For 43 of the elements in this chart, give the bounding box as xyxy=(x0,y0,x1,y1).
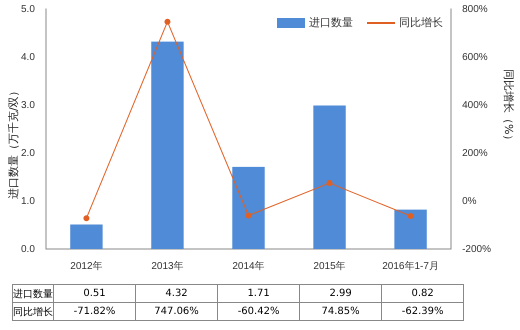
x-tick-label: 2015年 xyxy=(313,260,346,272)
data-label: -60.42% xyxy=(218,302,300,320)
y-tick-label: 3.0 xyxy=(20,100,36,111)
bar xyxy=(232,166,265,249)
x-tick-label: 2016年1-7月 xyxy=(382,260,439,272)
y2-tick-label: 800% xyxy=(462,4,488,15)
y-tick-label: 5.0 xyxy=(20,4,36,15)
y2-axis-title: 同比增长（%） xyxy=(501,69,516,146)
y-tick-label: 0.0 xyxy=(20,244,36,255)
y2-tick-label: 600% xyxy=(462,52,488,63)
text: 同比增长 xyxy=(13,306,53,318)
data-label: 747.06% xyxy=(136,302,218,320)
y-tick-label: 4.0 xyxy=(20,52,36,63)
point xyxy=(246,212,252,218)
y-tick-label: 1.0 xyxy=(20,196,36,207)
y-axis-title: 进口数量（万千克/双） xyxy=(6,85,21,199)
data-label: 0.51 xyxy=(54,284,136,302)
text: 进口数量 xyxy=(13,288,53,300)
bar xyxy=(70,224,103,249)
data-label: 74.85% xyxy=(300,302,382,320)
bar xyxy=(151,42,184,249)
y2-tick-label: -200% xyxy=(462,244,492,255)
point xyxy=(83,215,90,222)
point xyxy=(326,180,333,186)
data-label: 1.71 xyxy=(218,284,300,302)
legend-label: 同比增长 xyxy=(398,15,444,30)
data-label: -71.82% xyxy=(54,302,136,320)
point xyxy=(408,212,414,219)
x-tick-label: 2013年 xyxy=(151,260,184,272)
data-label: 0.82 xyxy=(382,284,464,302)
x-tick-label: 2014年 xyxy=(232,260,265,272)
point xyxy=(164,18,170,25)
data-label: -62.39% xyxy=(382,302,464,320)
data-label: 2.99 xyxy=(300,284,382,302)
y2-tick-label: 400% xyxy=(462,100,488,111)
y-tick-label: 2.0 xyxy=(20,148,36,159)
y2-tick-label: 0% xyxy=(462,196,477,207)
data-label: 4.32 xyxy=(136,284,218,302)
y2-tick-label: 200% xyxy=(462,148,488,159)
x-tick-label: 2012年 xyxy=(70,260,103,272)
bar xyxy=(313,105,346,249)
legend-label: 进口数量 xyxy=(308,15,354,30)
bar xyxy=(394,210,427,249)
